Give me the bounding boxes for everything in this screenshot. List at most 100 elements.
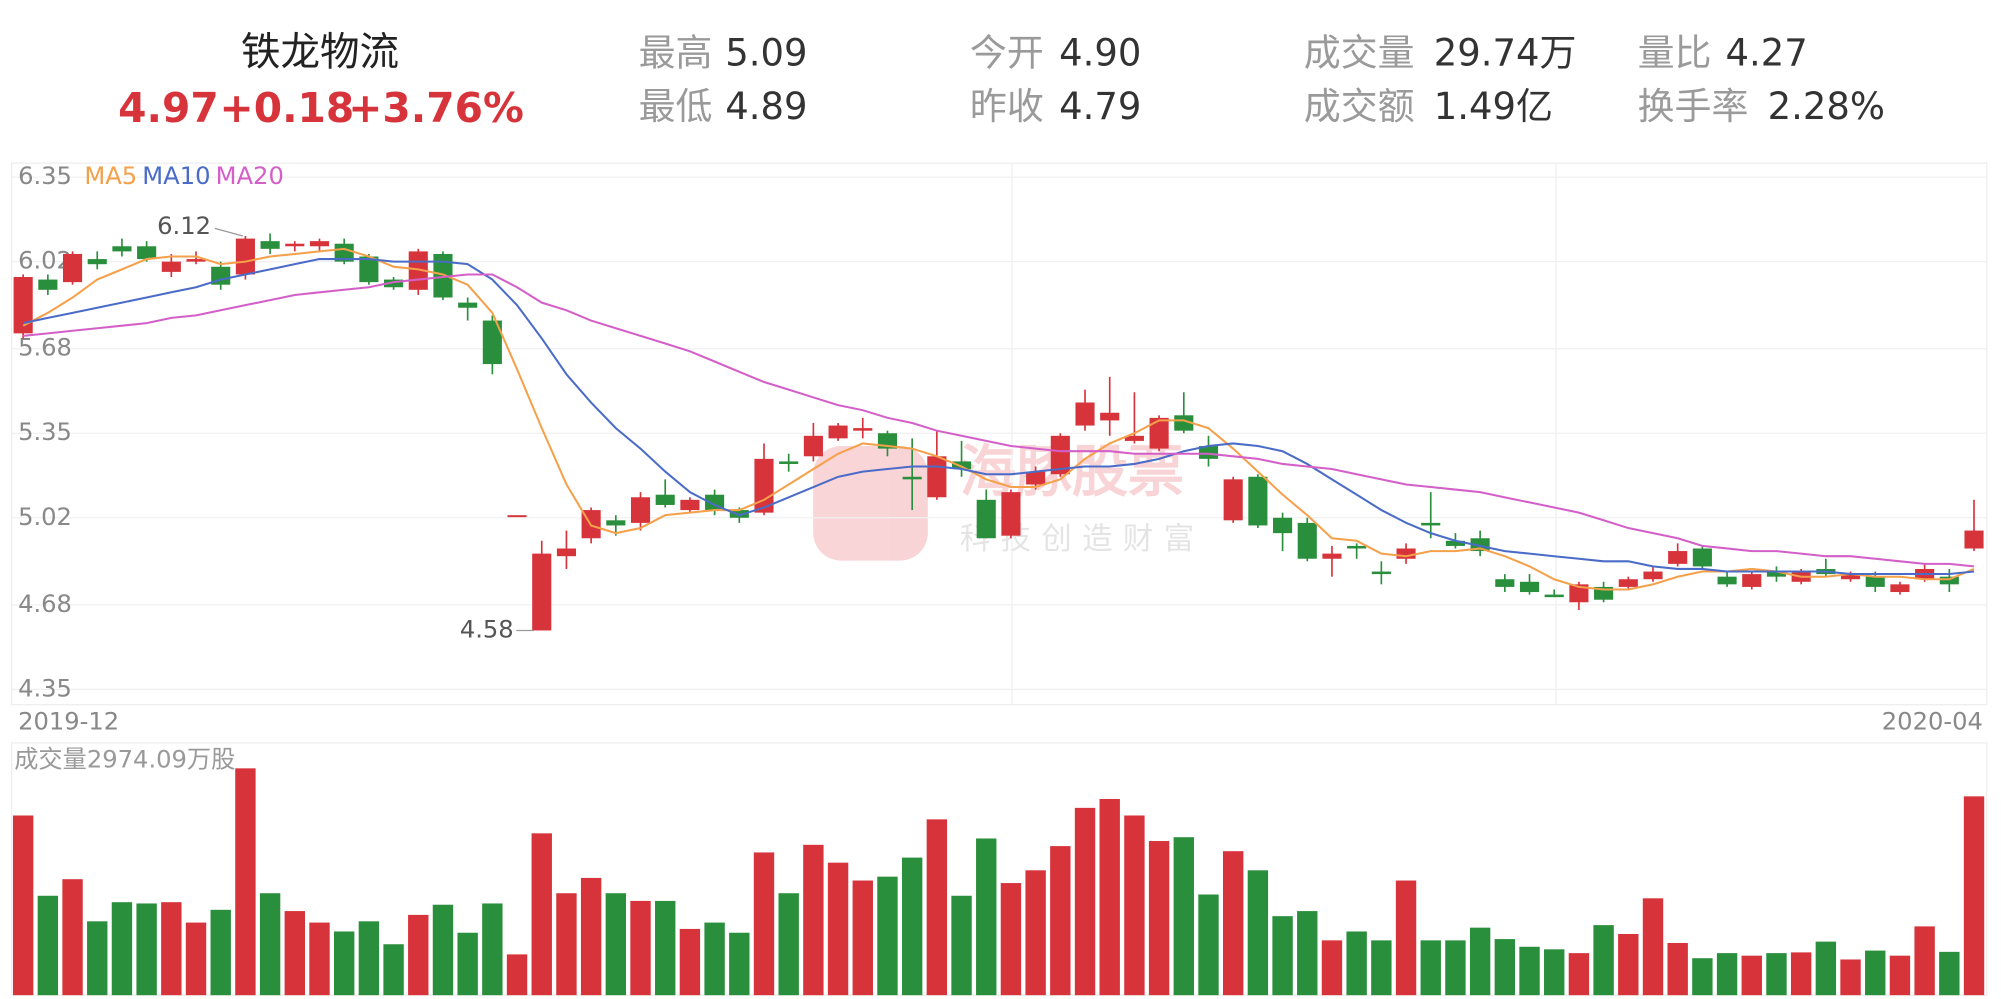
volume-bar — [1173, 837, 1194, 996]
volume-bar — [1222, 851, 1244, 996]
volume-bar — [1198, 894, 1219, 996]
change: +0.18 — [220, 84, 355, 132]
volume-bar — [185, 922, 207, 996]
volume-bar — [655, 900, 676, 996]
volume-bar — [1790, 952, 1812, 996]
volume-bar — [210, 909, 231, 996]
volume-bar — [1716, 953, 1738, 996]
candle-body — [1445, 540, 1465, 546]
volume-bar — [729, 932, 750, 996]
stat-value: 4.27 — [1726, 31, 1808, 74]
volume-bar — [1420, 940, 1441, 996]
volume-bar — [62, 879, 83, 996]
candle-body — [1001, 492, 1021, 536]
volume-bar — [976, 838, 997, 996]
volume-bar — [1272, 916, 1293, 996]
volume-bar — [556, 893, 577, 996]
volume-bar — [1025, 870, 1046, 996]
volume-bar — [1963, 796, 1985, 996]
volume-bar — [1519, 946, 1540, 996]
candle-body — [260, 241, 280, 249]
candle-body — [951, 461, 972, 470]
volume-bar — [161, 902, 182, 996]
volume-bar — [630, 900, 651, 996]
candle-body — [927, 456, 947, 498]
candle-body — [1544, 594, 1564, 598]
candle-body — [976, 499, 996, 539]
candle-body — [1100, 412, 1120, 421]
volume-bar — [1914, 926, 1935, 996]
volume-bar — [1371, 940, 1392, 996]
candle-body — [1050, 435, 1070, 475]
change-pct: +3.76% — [348, 84, 524, 132]
candle-body — [1569, 584, 1589, 603]
volume-bar — [827, 862, 849, 996]
volume-bar — [136, 903, 157, 996]
candle-body — [309, 241, 330, 247]
volume-bar — [1766, 953, 1787, 996]
candle-body — [1322, 553, 1342, 559]
min-label: 4.58 — [460, 615, 514, 643]
candle-body — [1618, 579, 1638, 587]
x-tick-label: 2020-04 — [1882, 707, 1983, 735]
stat-value: 4.90 — [1059, 31, 1141, 74]
volume-bar — [1297, 911, 1318, 996]
volume-bar — [1099, 798, 1120, 996]
stat-value: 4.89 — [725, 85, 807, 128]
candle-body — [1124, 435, 1144, 441]
y-tick-label: 6.02 — [18, 247, 72, 275]
volume-bar — [309, 922, 330, 996]
candle-body — [1075, 402, 1095, 426]
candle-body — [1643, 571, 1663, 580]
volume-bar — [1544, 949, 1565, 996]
volume-bar — [1000, 883, 1022, 996]
candle-body — [507, 515, 527, 518]
candle-body — [1742, 574, 1762, 587]
candle-body — [1223, 479, 1243, 521]
ma-line — [22, 258, 1975, 576]
volume-bar — [1939, 951, 1960, 996]
candle-body — [1495, 579, 1515, 587]
volume-bar — [506, 954, 528, 996]
volume-bar — [1667, 942, 1688, 996]
y-tick-label: 5.35 — [18, 418, 72, 446]
candle-body — [754, 458, 774, 513]
candle-body — [1865, 576, 1885, 587]
y-tick-label: 4.68 — [18, 590, 72, 618]
volume-bar — [1568, 953, 1590, 996]
y-tick-label: 6.35 — [18, 162, 72, 190]
candle-body — [137, 246, 157, 260]
candle-body — [161, 261, 181, 272]
volume-bar — [482, 903, 503, 996]
candle-body — [803, 435, 823, 457]
candle-body — [87, 259, 107, 265]
volume-frame — [11, 742, 1988, 996]
candle-body — [1964, 530, 1984, 549]
candle-body — [1347, 545, 1367, 549]
candle-body — [359, 256, 379, 283]
volume-bar — [1074, 807, 1096, 996]
stat-label: 量比 — [1638, 31, 1712, 74]
stat-label: 成交量 — [1304, 31, 1415, 74]
legend-entry: MA10 — [142, 162, 210, 190]
legend-entry: MA20 — [216, 162, 284, 190]
volume-bar — [284, 911, 305, 996]
volume-bar — [1445, 940, 1466, 996]
volume-bar — [1889, 955, 1911, 996]
volume-bar — [259, 893, 281, 996]
candle-body — [779, 461, 799, 464]
candle-body — [902, 476, 922, 480]
candle-body — [729, 510, 749, 518]
volume-bar — [333, 931, 355, 996]
candle-body — [630, 497, 651, 523]
candle-body — [458, 302, 478, 308]
volume-bar — [531, 833, 552, 996]
volume-bar — [1346, 931, 1367, 996]
candle-body — [433, 253, 453, 298]
volume-bar — [1692, 958, 1713, 996]
candle-body — [655, 494, 675, 505]
stat-label: 换手率 — [1638, 85, 1749, 128]
x-tick-label: 2019-12 — [18, 707, 119, 735]
volume-bar — [1494, 939, 1516, 996]
candle-body — [1248, 476, 1268, 526]
